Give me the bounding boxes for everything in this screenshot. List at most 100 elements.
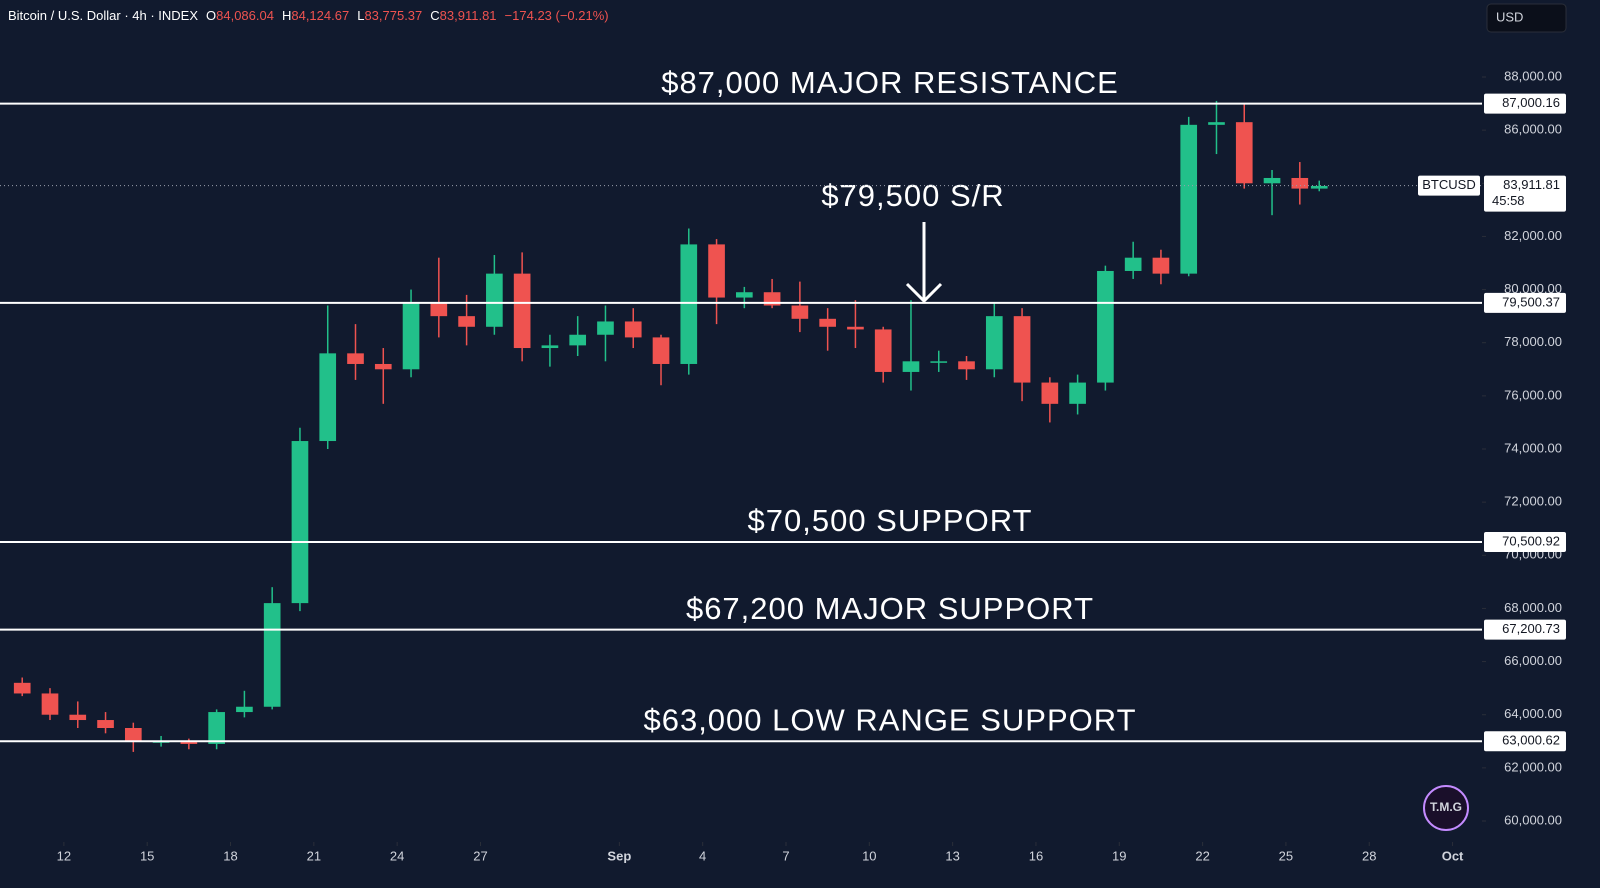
candle-body xyxy=(1235,122,1253,184)
y-tick-label: 60,000.00 xyxy=(1504,812,1562,827)
candle xyxy=(124,722,142,752)
candle-body xyxy=(1097,270,1114,383)
ohlc-key: C xyxy=(430,8,439,23)
candle xyxy=(1097,265,1114,391)
axes: 60,000.00 62,000.00 64,000.00 66,000.00 68,0… xyxy=(57,68,1566,863)
candle xyxy=(486,255,503,335)
candle xyxy=(430,257,448,338)
candle xyxy=(347,324,364,380)
candle-body xyxy=(402,302,420,370)
x-tick-label: 13 xyxy=(945,848,959,863)
candle xyxy=(958,356,975,380)
candle xyxy=(985,302,1003,378)
candle-body xyxy=(791,305,809,319)
change: −174.23 (−0.21%) xyxy=(505,8,609,23)
candle-body xyxy=(13,682,31,694)
candle xyxy=(263,587,281,710)
candle xyxy=(819,308,836,351)
y-tick-label: 78,000.00 xyxy=(1504,334,1562,349)
level-tag xyxy=(1484,292,1566,313)
y-tick-label: 88,000.00 xyxy=(1504,68,1562,83)
candle-body xyxy=(1069,382,1086,404)
candle-body xyxy=(208,712,225,744)
ohlc-value: 84,124.67 xyxy=(291,8,349,23)
candle xyxy=(1208,100,1225,155)
level-annotation: $87,000 MAJOR RESISTANCE xyxy=(661,65,1119,100)
candle xyxy=(208,709,225,750)
candle-body xyxy=(1263,177,1281,184)
candle-body xyxy=(985,316,1003,370)
candle-body xyxy=(1310,185,1328,189)
candle-body xyxy=(1180,124,1198,274)
x-tick-label: 21 xyxy=(307,848,321,863)
candle-body xyxy=(180,741,198,744)
candle-body xyxy=(486,273,503,327)
candle xyxy=(624,308,642,349)
price-tag xyxy=(1484,175,1566,212)
candle xyxy=(97,712,114,734)
candle xyxy=(680,228,698,375)
symbol: Bitcoin / U.S. Dollar · 4h · INDEX xyxy=(8,8,198,23)
level-tag-label: 79,500.37 xyxy=(1502,294,1560,309)
y-tick-label: 76,000.00 xyxy=(1504,387,1562,402)
candle-body xyxy=(458,316,475,327)
candle xyxy=(1180,116,1198,277)
x-tick-label: Sep xyxy=(607,848,631,863)
candle-body xyxy=(569,334,587,346)
candle-body xyxy=(902,361,920,372)
candle xyxy=(13,677,31,697)
x-tick-label: 7 xyxy=(782,848,789,863)
x-tick-label: 4 xyxy=(699,848,706,863)
x-tick-label: 16 xyxy=(1029,848,1043,863)
candle-body xyxy=(236,706,253,713)
x-tick-label: 19 xyxy=(1112,848,1126,863)
candle xyxy=(1124,241,1142,279)
candle xyxy=(847,300,864,349)
logo-badge xyxy=(1423,785,1469,831)
ohlc-key: O xyxy=(206,8,216,23)
candle xyxy=(374,348,392,404)
candle-body xyxy=(97,720,114,729)
level-tag-label: 63,000.62 xyxy=(1502,733,1560,748)
candle xyxy=(652,334,670,386)
candle-body xyxy=(708,244,725,298)
header: Bitcoin / U.S. Dollar · 4h · INDEX O84,08… xyxy=(8,8,609,23)
x-tick-label: Oct xyxy=(1442,848,1464,863)
candle-body xyxy=(874,329,892,372)
y-tick-label: 72,000.00 xyxy=(1504,494,1562,509)
candle xyxy=(1041,377,1059,423)
candle-body xyxy=(374,363,392,370)
candle-body xyxy=(1291,177,1309,189)
arrow xyxy=(905,222,943,304)
symbol-tag-label: BTCUSD xyxy=(1422,177,1475,192)
candle-body xyxy=(819,318,836,327)
candle-body xyxy=(41,693,59,715)
y-tick-label: 64,000.00 xyxy=(1504,706,1562,721)
candle xyxy=(1013,308,1031,402)
candle-body xyxy=(319,353,337,442)
x-tick-label: 12 xyxy=(57,848,71,863)
y-tick-label: 66,000.00 xyxy=(1504,653,1562,668)
candle-body xyxy=(597,321,614,335)
y-tick-label: 82,000.00 xyxy=(1504,228,1562,243)
x-tick-label: 27 xyxy=(473,848,487,863)
candle-body xyxy=(1041,382,1059,404)
candle xyxy=(402,289,420,378)
ohlc-key: H xyxy=(282,8,291,23)
ohlc-value: 84,086.04 xyxy=(216,8,274,23)
candle-body xyxy=(680,244,698,364)
currency-label[interactable]: USD xyxy=(1496,9,1523,24)
candle-body xyxy=(1208,122,1225,125)
candle-body xyxy=(1152,257,1170,274)
candle-body xyxy=(652,337,670,364)
ohlc-value: 83,775.37 xyxy=(364,8,422,23)
candle xyxy=(736,286,753,309)
level-annotation: $63,000 LOW RANGE SUPPORT xyxy=(643,702,1136,737)
countdown: 45:58 xyxy=(1492,193,1525,208)
candle xyxy=(1069,374,1086,415)
candle xyxy=(597,305,614,362)
symbol-tag xyxy=(1418,175,1480,196)
currency-button[interactable] xyxy=(1486,3,1567,33)
ohlc-key: L xyxy=(357,8,364,23)
